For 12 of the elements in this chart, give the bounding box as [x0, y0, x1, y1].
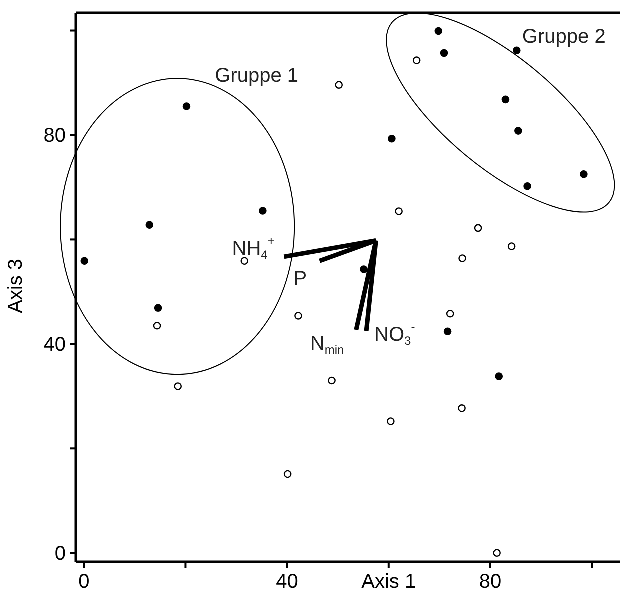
annotation: Gruppe 1 [215, 65, 299, 88]
x-tick-label: 80 [479, 571, 502, 593]
x-tick-label: 40 [276, 571, 298, 593]
y-axis-title: Axis 3 [5, 258, 27, 314]
series-label: N$_{min}$ [310, 333, 344, 357]
y-tick-label: 0 [54, 543, 66, 566]
y-tick-label: 80 [44, 125, 66, 148]
x-axis-title: Axis 1 [362, 571, 416, 593]
annotation: Gruppe 2 [522, 26, 606, 48]
series-label: P [294, 268, 308, 290]
y-tick-label: 40 [44, 334, 66, 356]
x-tick-label: 0 [78, 571, 90, 593]
